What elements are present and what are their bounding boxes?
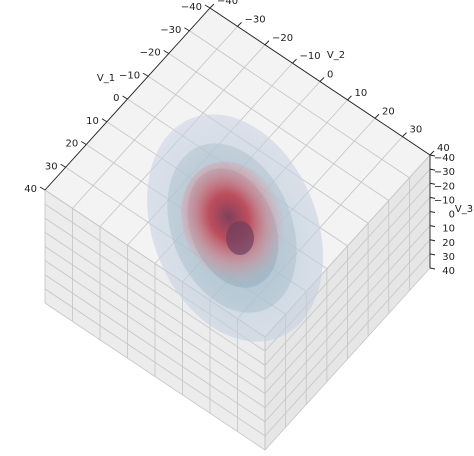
- y-tick: [292, 58, 297, 64]
- z-tick-label: 20: [442, 238, 455, 249]
- x-tick: [60, 163, 66, 168]
- z-tick: [429, 168, 436, 171]
- grid-line: [264, 197, 431, 380]
- y-tick: [347, 95, 352, 101]
- grid-line: [44, 217, 266, 366]
- y-tick: [374, 113, 380, 119]
- z-tick: [429, 211, 436, 213]
- y-tick-label: −40: [217, 0, 238, 7]
- y-tick-label: 30: [410, 125, 423, 136]
- cloud-core: [226, 221, 254, 255]
- y-tick: [319, 77, 325, 82]
- z-tick-label: 0: [449, 210, 455, 221]
- z-tick: [429, 239, 436, 242]
- x-tick-label: 0: [113, 93, 119, 104]
- z-tick-label: −10: [434, 195, 455, 206]
- y-tick-label: −10: [300, 51, 321, 62]
- z-tick-label: −20: [434, 181, 455, 192]
- x-tick-label: 40: [24, 184, 37, 195]
- grid-line: [264, 267, 431, 451]
- z-axis-title: V_3: [455, 204, 473, 215]
- x-tick: [184, 27, 190, 32]
- grid-line: [44, 260, 266, 408]
- axes: −40−30−20−10010203040−40−30−20−100102030…: [24, 0, 473, 277]
- y-tick-label: 10: [355, 88, 368, 99]
- grid-line: [264, 253, 431, 437]
- x-tick: [204, 4, 211, 9]
- x-tick: [142, 72, 149, 77]
- y-axis-title: V_2: [327, 50, 345, 61]
- x-tick-label: 20: [66, 139, 79, 150]
- grid-line: [264, 182, 431, 366]
- z-tick: [429, 267, 436, 270]
- y-tick: [402, 132, 407, 137]
- x-tick: [122, 95, 128, 100]
- z-tick-label: 10: [442, 224, 455, 235]
- grid-line: [264, 239, 431, 423]
- x-tick-label: 10: [86, 116, 99, 127]
- grid-line: [44, 246, 266, 394]
- ellipsoids: [147, 114, 323, 342]
- x-tick: [39, 186, 46, 191]
- y-tick-label: −20: [272, 33, 293, 44]
- grid-line: [44, 302, 266, 451]
- x-tick: [163, 50, 169, 54]
- y-tick: [209, 3, 215, 9]
- z-tick-label: −40: [434, 153, 455, 164]
- x-axis-title: V_1: [97, 73, 115, 84]
- z-tick: [429, 225, 436, 228]
- x-tick-label: −10: [119, 70, 140, 81]
- y-tick: [429, 150, 435, 156]
- x-tick-label: −30: [160, 25, 181, 36]
- grid-line: [264, 225, 431, 408]
- z-tick-label: −30: [434, 167, 455, 178]
- z-tick: [429, 182, 436, 185]
- z-tick-label: 40: [442, 266, 455, 277]
- x-tick: [81, 141, 87, 145]
- grid-line: [44, 232, 266, 380]
- y-tick-label: 20: [382, 106, 395, 117]
- z-tick: [429, 154, 436, 157]
- z-tick: [429, 196, 436, 199]
- x-tick-label: −20: [140, 48, 161, 59]
- y-tick-label: −30: [245, 14, 266, 25]
- y-tick: [237, 22, 242, 27]
- grid-line: [44, 288, 266, 437]
- x-tick: [101, 118, 108, 123]
- grid-line: [72, 26, 238, 209]
- y-tick: [264, 40, 270, 46]
- point-cloud: [181, 161, 285, 283]
- y-tick-label: 40: [437, 143, 450, 154]
- grid-line: [44, 274, 266, 423]
- y-tick-label: 0: [327, 70, 333, 81]
- grid-line: [264, 211, 431, 394]
- z-tick: [429, 253, 436, 256]
- z-tick-label: 30: [442, 252, 455, 263]
- x-tick-label: 30: [45, 161, 58, 172]
- x-tick-label: −40: [181, 2, 202, 13]
